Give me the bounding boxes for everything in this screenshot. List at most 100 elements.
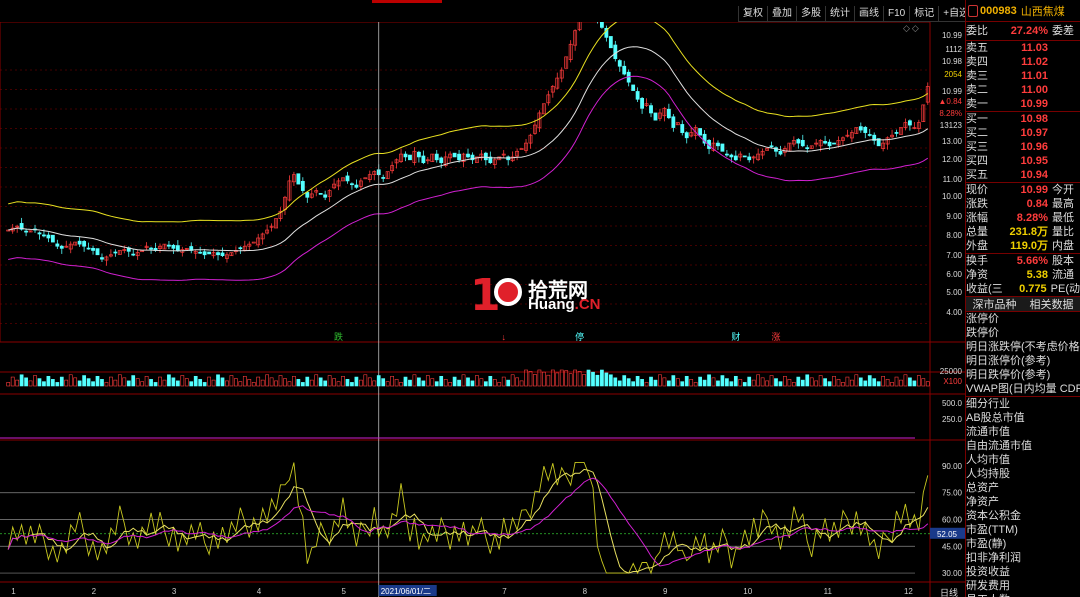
f10-button[interactable]: F10: [883, 6, 909, 21]
volume-bar: [515, 377, 519, 387]
info-item-0[interactable]: 涨停价: [966, 313, 999, 325]
osc-axis-label: 90.00: [942, 462, 963, 471]
fund-item-10[interactable]: 市盈(静): [966, 538, 1007, 550]
add-watchlist-button[interactable]: +自选: [938, 6, 973, 21]
info-item-4[interactable]: 明日跌停价(参考): [966, 369, 1051, 381]
volume-bar: [242, 375, 247, 387]
info-item-5[interactable]: VWAP图(日内均量 CDP: [966, 383, 1080, 395]
price-axis-label: 7.00: [946, 251, 962, 260]
fund-item-8[interactable]: 资本公积金: [966, 510, 1021, 522]
info-item-2[interactable]: 明日涨跌停(不考虑价格: [966, 341, 1080, 353]
volume-bar: [787, 379, 792, 387]
fund-item-9[interactable]: 市盈(TTM): [966, 524, 1018, 536]
volume-bar: [327, 375, 332, 387]
volume-bar: [649, 376, 653, 387]
volume-bar: [33, 375, 37, 387]
event-marker-3[interactable]: 财: [731, 331, 740, 342]
candle-body: [403, 153, 408, 158]
candle-body: [573, 30, 578, 46]
candle-body: [461, 153, 466, 162]
volume-bar: [425, 375, 430, 387]
volume-bar: [417, 377, 421, 387]
osc-current-value: 52.05: [937, 530, 958, 539]
candle-body: [702, 133, 707, 144]
fund-item-4[interactable]: 人均市值: [966, 454, 1010, 466]
fund-item-7[interactable]: 净资产: [966, 496, 999, 508]
volume-bar: [287, 381, 292, 387]
sell-row-4-value: 11.02: [1021, 56, 1048, 68]
tab-market-variety[interactable]: 深市品种: [972, 299, 1017, 311]
sell-row-4: 卖四 11.02: [966, 55, 1080, 69]
sell-book: 卖五 11.03 卖四 11.02 卖三 11.01 卖二 11.00 卖一 10.99: [966, 40, 1080, 111]
candle-body: [876, 138, 881, 147]
fund-item-1[interactable]: AB股总市值: [966, 412, 1025, 424]
title-strip: [0, 0, 1080, 6]
candle-body: [756, 153, 761, 161]
candle-body: [198, 251, 203, 254]
candle-body: [448, 153, 453, 159]
stock-header[interactable]: 000983 山西焦煤: [966, 0, 1080, 22]
restore-rights-button[interactable]: 复权: [738, 6, 767, 21]
volume-bar: [483, 381, 488, 387]
draw-line-button[interactable]: 画线: [854, 6, 883, 21]
volume-bar: [667, 380, 671, 387]
fund-item-14[interactable]: 员工人数: [966, 593, 1080, 597]
candle-body: [381, 177, 386, 179]
diamond-icons[interactable]: ◇◇: [903, 23, 921, 33]
candle-body: [443, 156, 448, 166]
period-label[interactable]: 日线: [940, 587, 958, 597]
volume-bar: [769, 375, 774, 387]
fund-item-6[interactable]: 总资产: [966, 482, 999, 494]
volume-bar: [359, 379, 363, 387]
volume-bar: [796, 376, 801, 387]
multi-stock-button[interactable]: 多股: [796, 6, 825, 21]
fund-item-5[interactable]: 人均持股: [966, 468, 1010, 480]
candle-body: [841, 137, 845, 141]
event-marker-1[interactable]: ↓: [501, 332, 506, 342]
volume-bar: [573, 369, 577, 387]
candle-body: [184, 247, 189, 250]
candle-body: [644, 103, 649, 106]
candle-body: [546, 94, 551, 104]
mark-button[interactable]: 标记: [909, 6, 938, 21]
event-marker-2[interactable]: 停: [575, 331, 584, 342]
osc-axis-label: 30.00: [942, 569, 963, 578]
volume-bar: [564, 370, 569, 387]
overlay-button[interactable]: 叠加: [767, 6, 796, 21]
volume-bar: [546, 374, 551, 387]
statistics-button[interactable]: 统计: [825, 6, 854, 21]
watermark-en: Huang.CN: [528, 296, 601, 313]
fund-item-0[interactable]: 细分行业: [966, 398, 1010, 410]
fund-item-3[interactable]: 自由流通市值: [966, 440, 1032, 452]
candle-body: [680, 124, 685, 133]
event-marker-0[interactable]: 跌: [334, 332, 343, 342]
info-item-3[interactable]: 明日涨停价(参考): [966, 355, 1051, 367]
candle-body: [158, 245, 162, 249]
candle-body: [318, 193, 323, 195]
candle-body: [858, 126, 863, 131]
price-axis-label: 10.00: [942, 192, 963, 201]
fund-item-2[interactable]: 流通市值: [966, 426, 1010, 438]
volume-bar: [452, 376, 457, 387]
fund-item-12[interactable]: 投资收益: [966, 566, 1010, 578]
candle-body: [689, 132, 694, 137]
volume-bar: [533, 374, 537, 387]
fund-item-13[interactable]: 研发费用: [966, 580, 1010, 592]
volume-bar: [850, 379, 854, 387]
candle-body: [439, 157, 444, 164]
kline-chart[interactable]: 16.71跌↓停财涨跌10.99111210.98205410.99▲0.848…: [0, 22, 965, 597]
volume-bar: [202, 382, 207, 387]
price-axis-label: 1112: [945, 45, 962, 54]
volume-bar: [916, 375, 921, 387]
candle-body: [175, 245, 180, 251]
volume-bar: [278, 375, 283, 387]
volume-bar: [600, 369, 604, 387]
weibi-row: 委比 27.24% 委差: [966, 22, 1080, 40]
event-marker-4[interactable]: 涨: [771, 332, 780, 342]
osc-long-line: [7, 477, 929, 567]
candle-body: [452, 152, 457, 158]
info-item-1[interactable]: 跌停价: [966, 327, 999, 339]
tab-related-data[interactable]: 相关数据: [1029, 299, 1074, 311]
fund-item-11[interactable]: 扣非净利润: [966, 552, 1021, 564]
